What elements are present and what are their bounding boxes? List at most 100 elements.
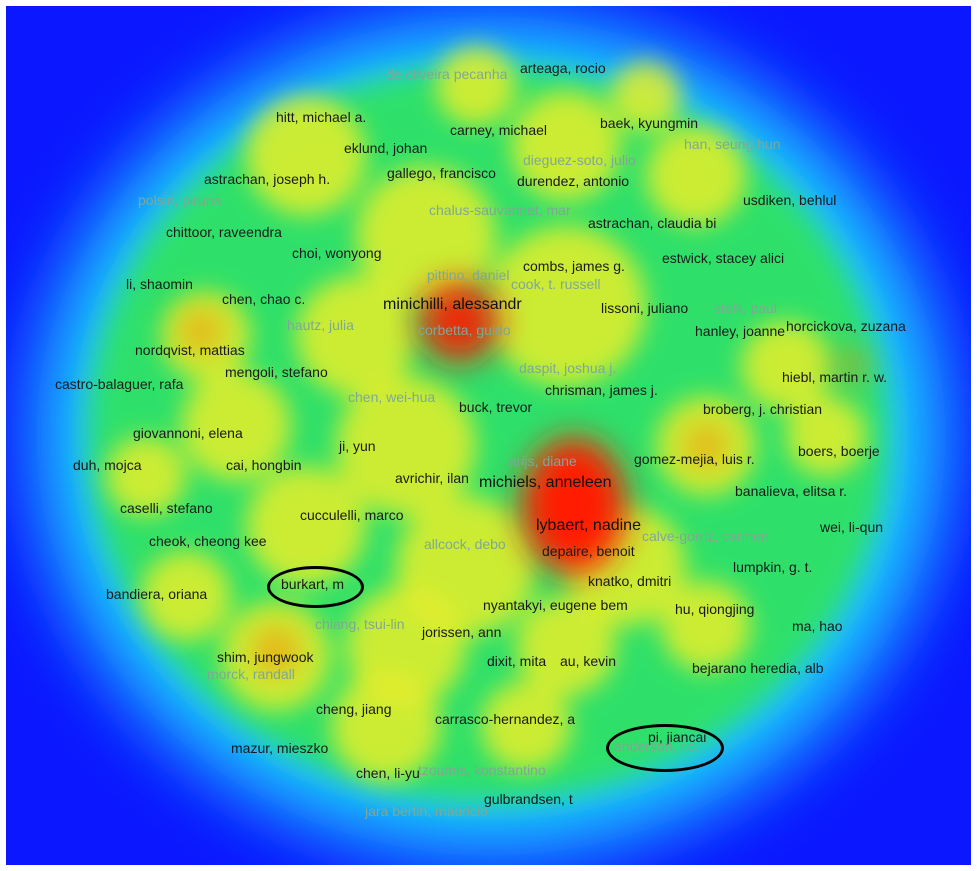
author-label: shim, jungwook — [217, 649, 314, 665]
density-spot — [611, 61, 681, 131]
author-label: mazur, mieszko — [231, 740, 329, 756]
density-peak — [256, 631, 296, 671]
author-label: combs, james g. — [523, 258, 625, 274]
author-label: calve-gorriz, carmen — [642, 528, 769, 544]
author-label: nyantakyi, eugene bem — [483, 597, 628, 613]
density-spot — [516, 596, 616, 696]
author-label: dixit, mita — [487, 653, 547, 669]
author-label: baek, kyungmin — [600, 115, 699, 131]
author-label: estwick, stacey alici — [662, 250, 785, 266]
author-label: cook, t. russell — [511, 276, 601, 292]
author-label: allcock, debo — [424, 536, 506, 552]
author-label: jorissen, ann — [422, 624, 502, 640]
density-spot — [356, 166, 496, 306]
density-spot — [646, 126, 746, 226]
author-label: arijs, diane — [509, 453, 577, 469]
density-spot — [481, 681, 571, 771]
author-label: han, seung hun — [684, 136, 781, 152]
author-label: michiels, anneleen — [479, 474, 612, 491]
highlight-ring-burkart — [267, 566, 364, 608]
density-spot — [296, 276, 416, 396]
density-spot — [246, 466, 366, 586]
author-label: chiang, tsui-lin — [315, 616, 405, 632]
author-label: horcickova, zuzana — [786, 318, 906, 334]
author-label: astrachan, claudia bi — [588, 215, 717, 231]
density-spot — [741, 321, 831, 411]
author-label: lissoni, juliano — [601, 300, 689, 316]
density-peak — [836, 351, 866, 381]
author-label: usdiken, behlul — [743, 192, 837, 208]
author-label: knatko, dmitri — [588, 573, 672, 589]
author-label: eklund, johan — [344, 140, 428, 156]
author-label: de oliveira pecanha — [386, 66, 508, 82]
author-label: stolk, paul — [714, 300, 778, 316]
author-label: minichilli, alessandr — [383, 296, 522, 313]
author-label: hautz, julia — [287, 317, 354, 333]
author-label: wei, li-qun — [820, 519, 884, 535]
density-spot — [336, 376, 476, 516]
author-label: bejarano heredia, alb — [692, 660, 824, 676]
author-label: giovannoni, elena — [133, 425, 243, 441]
author-label: arteaga, rocio — [520, 60, 606, 76]
density-spot — [181, 371, 291, 481]
author-label: hanley, joanne — [695, 323, 786, 339]
author-label: duh, mojca — [73, 457, 142, 473]
author-label: cai, hongbin — [226, 457, 302, 473]
author-label: chen, wei-hua — [348, 389, 436, 405]
density-spot — [331, 671, 441, 781]
density-map: de oliveira pecanha arteaga, rocio hitt,… — [6, 6, 971, 865]
author-label: chen, chao c. — [222, 291, 306, 307]
author-label: carney, michael — [450, 122, 548, 138]
author-label: lumpkin, g. t. — [733, 559, 813, 575]
author-label: avrichir, ilan — [395, 470, 469, 486]
author-label: nordqvist, mattias — [135, 342, 245, 358]
density-spot — [106, 436, 186, 516]
author-label: tzoumis, konstantino — [418, 762, 546, 778]
author-label: li, shaomin — [126, 276, 193, 292]
density-peak — [688, 428, 724, 464]
author-label: corbetta, guido — [418, 322, 511, 338]
author-label: depaire, benoit — [542, 543, 635, 559]
author-label: mengoli, stefano — [225, 364, 328, 380]
author-label: chrisman, james j. — [545, 382, 658, 398]
author-label: morck, randall — [207, 666, 295, 682]
author-label: chalus-sauvannet, mar — [429, 202, 571, 218]
author-label: au, kevin — [560, 653, 617, 669]
author-label: chittoor, raveendra — [166, 224, 282, 240]
author-label: daspit, joshua j. — [519, 360, 617, 376]
author-label: cheng, jiang — [316, 701, 392, 717]
author-label: jara bertin, mauricio — [365, 803, 488, 819]
author-label: hiebl, martin r. w. — [782, 369, 888, 385]
author-label: carrasco-hernandez, a — [435, 711, 576, 727]
density-spot — [786, 396, 866, 476]
density-spot — [661, 581, 751, 671]
author-label: ji, yun — [339, 438, 376, 454]
author-label: chen, li-yu — [356, 765, 420, 781]
author-label: gallego, francisco — [387, 165, 496, 181]
density-peak — [522, 438, 626, 574]
author-label: gulbrandsen, t — [484, 791, 573, 807]
density-heatmap — [36, 16, 946, 856]
author-labels: de oliveira pecanha arteaga, rocio hitt,… — [6, 6, 971, 865]
author-label: gomez-mejia, luis r. — [634, 451, 755, 467]
author-label: boers, boerje — [798, 443, 880, 459]
density-spot — [511, 91, 621, 201]
author-label: dieguez-soto, julio — [523, 152, 636, 168]
author-label: castro-balaguer, rafa — [55, 376, 184, 392]
author-label: choi, wonyong — [292, 245, 382, 261]
highlight-ring-anderson — [606, 724, 724, 772]
density-spot — [436, 46, 516, 126]
author-label: cheok, cheong kee — [149, 533, 267, 549]
author-label: durendez, antonio — [517, 173, 630, 189]
density-spot — [486, 226, 646, 386]
density-spot — [246, 96, 366, 216]
author-label: caselli, stefano — [120, 500, 213, 516]
author-label: ma, hao — [792, 618, 843, 634]
density-spot — [141, 551, 231, 641]
author-label: astrachan, joseph h. — [204, 171, 331, 187]
author-label: lybaert, nadine — [536, 517, 641, 534]
author-label: bandiera, oriana — [106, 586, 208, 602]
author-label: banalieva, elitsa r. — [735, 483, 848, 499]
author-label: hitt, michael a. — [276, 109, 367, 125]
author-label: broberg, j. christian — [703, 401, 823, 417]
